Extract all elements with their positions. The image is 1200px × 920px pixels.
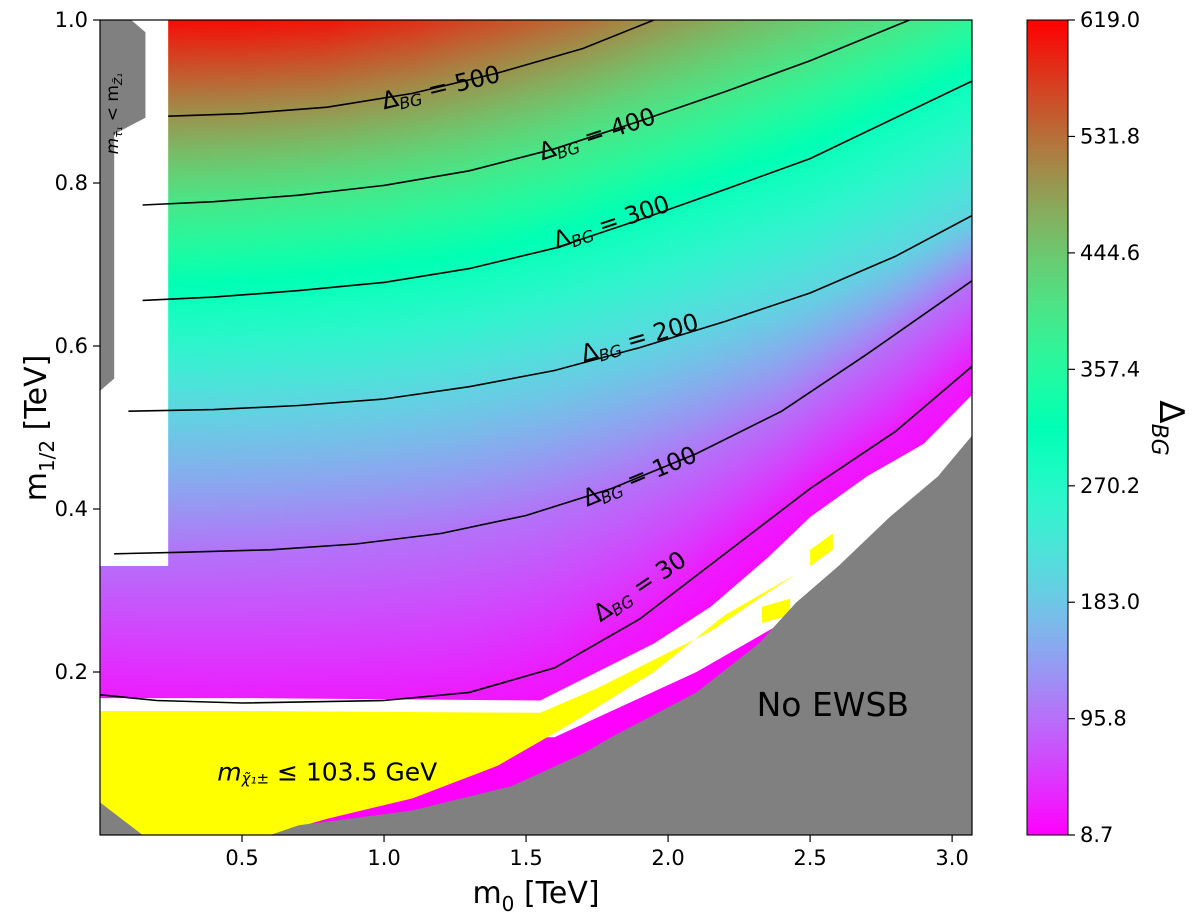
no-ewsb-label: No EWSB: [757, 685, 909, 724]
x-tick-label: 1.5: [509, 846, 542, 870]
contour-line-500: [168, 20, 655, 117]
stau-lsp-region: [100, 20, 146, 391]
y-tick-label: 0.6: [55, 334, 88, 358]
colorbar-tick-label: 444.6: [1080, 241, 1140, 265]
chargino-speck: [810, 533, 833, 567]
colorbar-ramp: [1026, 19, 1069, 836]
contour-lines: [100, 20, 972, 704]
x-tick-label: 2.5: [793, 846, 826, 870]
y-axis-label: m1/2 [TeV]: [19, 355, 59, 502]
plot-frame: [99, 19, 973, 836]
excluded-regions: [100, 20, 972, 835]
x-tick-label: 0.5: [225, 846, 258, 870]
y-axis: 0.2 0.4 0.6 0.8 1.0: [55, 8, 100, 684]
colorbar: 8.7 95.8 183.0 270.2 357.4 444.6 531.8 619.0 ΔB…: [1026, 8, 1191, 847]
colorbar-tick-label: 531.8: [1080, 124, 1140, 148]
colorbar-tick-label: 357.4: [1080, 357, 1140, 381]
white-left-strip: [100, 20, 169, 567]
chargino-limit-label: mχ̃₁± ≤ 103.5 GeV: [217, 757, 437, 788]
colorbar-tick-label: 183.0: [1080, 590, 1140, 614]
colorbar-ticks: 8.7 95.8 183.0 270.2 357.4 444.6 531.8 619.0: [1068, 8, 1140, 847]
x-tick-label: 2.0: [651, 846, 684, 870]
contour-line-400: [142, 20, 910, 206]
colorbar-tick-label: 270.2: [1080, 474, 1140, 498]
y-tick-label: 1.0: [55, 8, 88, 32]
no-ewsb-region: [100, 435, 972, 835]
x-tick-label: 3.0: [935, 846, 968, 870]
colorbar-tick-label: 619.0: [1080, 8, 1140, 32]
contour-line-100: [114, 280, 972, 555]
x-tick-label: 1.0: [367, 846, 400, 870]
colorbar-tick-label: 8.7: [1080, 823, 1113, 847]
y-tick-label: 0.8: [55, 171, 88, 195]
contour-line-30: [100, 365, 972, 704]
contour-line-300: [142, 80, 972, 302]
plot-area: [100, 20, 972, 835]
colorbar-label: ΔBG: [1146, 400, 1191, 455]
chargino-excluded-region: [100, 574, 796, 835]
x-axis: 0.5 1.0 1.5 2.0 2.5 3.0: [225, 835, 969, 870]
white-gap-band: [100, 394, 972, 738]
x-axis-label: m0 [TeV]: [472, 876, 599, 916]
y-tick-label: 0.2: [55, 660, 88, 684]
contour-line-200: [128, 214, 972, 412]
y-tick-label: 0.4: [55, 497, 88, 521]
stau-lsp-label: mτ̃₁ < mZ̃₁: [103, 73, 125, 154]
colorbar-tick-label: 95.8: [1080, 707, 1127, 731]
